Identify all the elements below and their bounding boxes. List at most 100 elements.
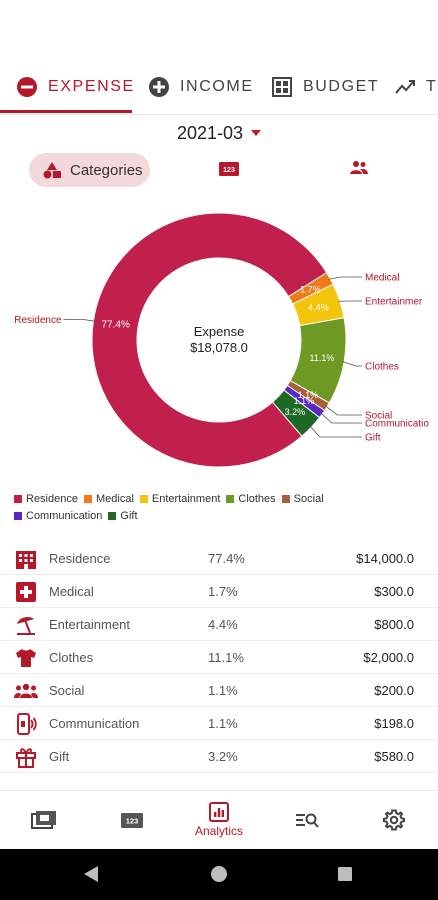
legend-item: Entertainment [139,492,221,505]
budget-grid-icon [271,76,293,98]
category-row[interactable]: Gift 3.2% $580.0 [0,740,438,773]
callout-label: Gift [365,433,381,444]
callout-label: Clothes [365,362,399,373]
tab-label: INCOME [180,78,254,95]
chart-legend: Residence Medical Entertainment Clothes Soci… [14,490,434,524]
building-icon [14,547,38,571]
legend-row: Residence Medical Entertainment Clothes Soci… [14,490,434,507]
legend-swatch [14,511,22,520]
system-navigation-bar [0,849,438,900]
analytics-icon [209,802,229,822]
legend-item: Gift [108,510,138,522]
tab-expense[interactable]: EXPENSE [16,74,135,100]
categories-label: Categories [70,161,143,179]
tab-label: BUDGET [303,78,380,95]
callout-label: Social [365,411,392,422]
category-percent: 1.1% [208,683,238,698]
people-icon [14,679,38,703]
category-row[interactable]: Medical 1.7% $300.0 [0,575,438,608]
category-name: Medical [49,584,94,599]
legend-item: Communication [14,510,102,522]
categories-view-toggle[interactable]: Categories [29,153,150,187]
trend-icon [394,76,416,98]
legend-label: Communication [26,509,103,522]
category-amount: $2,000.0 [363,650,414,665]
legend-swatch [226,494,235,503]
chevron-down-icon [251,130,262,136]
legend-label: Medical [95,492,134,505]
search-list-icon [296,813,319,828]
legend-swatch [281,494,290,503]
category-row[interactable]: Clothes 11.1% $2,000.0 [0,641,438,674]
divider [0,114,438,115]
expense-donut-chart: 77.4% 1.7% 4.4% 11.1% 1.1% 1.1% 3.2% Residence M… [0,190,438,480]
category-amount: $800.0 [374,617,414,632]
category-percent: 4.4% [208,617,238,632]
tab-label: T [426,78,438,95]
callout-line [320,412,362,424]
legend-item: Clothes [226,492,276,505]
legend-label: Clothes [238,492,276,505]
category-percent: 1.7% [208,584,238,599]
callout-line [328,276,362,280]
nav-settings[interactable] [350,791,438,849]
home-icon[interactable] [211,866,227,882]
category-amount: $198.0 [374,716,414,731]
legend-swatch [14,494,22,503]
category-name: Entertainment [49,617,130,632]
callout-line [309,425,362,438]
tab-trend[interactable]: T [394,74,437,100]
category-percent: 1.1% [208,716,238,731]
nav-accounts[interactable] [0,791,88,849]
category-row[interactable]: Entertainment 4.4% $800.0 [0,608,438,641]
phone-icon [14,712,38,736]
callout-line [342,360,362,367]
slice-percent-label: 1.7% [300,284,321,294]
beach-umbrella-icon [14,613,38,637]
category-row[interactable]: Communication 1.1% $198.0 [0,707,438,740]
legend-label: Entertainment [151,492,221,505]
category-percent: 77.4% [208,551,245,566]
nav-analytics[interactable]: Analytics [175,791,263,849]
people-view-toggle[interactable] [349,160,369,181]
callout-label: Residence [14,315,62,326]
category-name: Residence [49,551,111,566]
nav-numeric[interactable]: 123 [88,791,176,849]
back-icon[interactable] [84,866,98,882]
people-icon [350,161,368,174]
nav-analytics-label: Analytics [194,824,244,838]
category-row[interactable]: Social 1.1% $200.0 [0,674,438,707]
category-name: Clothes [49,650,94,665]
legend-label: Social [293,492,324,505]
svg-text:123: 123 [223,167,235,174]
category-percent: 11.1% [208,650,244,665]
slice-gift[interactable] [271,389,321,437]
legend-swatch [139,494,148,503]
category-name: Gift [49,749,70,764]
shapes-icon [42,161,62,179]
legend-swatch [83,494,92,503]
slice-residence[interactable] [91,212,328,468]
recents-icon[interactable] [338,867,352,881]
category-amount: $300.0 [374,584,414,599]
nav-search[interactable] [263,791,351,849]
tab-budget[interactable]: BUDGET [271,74,379,100]
shirt-icon [14,646,38,670]
category-percent: 3.2% [208,749,238,764]
tab-income[interactable]: INCOME [148,74,254,100]
numeric-view-toggle[interactable]: 123 [219,162,239,181]
slice-percent-label: 3.2% [285,407,306,417]
callout-label: Entertainmer [365,297,423,308]
minus-circle-icon [16,76,38,98]
category-row[interactable]: Residence 77.4% $14,000.0 [0,542,438,575]
callout-label: Medical [365,273,399,284]
callout-line [325,405,362,416]
legend-item: Residence [14,493,78,505]
svg-text:123: 123 [126,816,139,825]
numeric-123-icon: 123 [219,162,239,176]
category-amount: $200.0 [374,683,414,698]
gift-icon [14,745,38,769]
category-list: Residence 77.4% $14,000.0 Medical 1.7% $300.0… [0,542,438,773]
month-selector[interactable]: 2021-03 [0,120,438,146]
